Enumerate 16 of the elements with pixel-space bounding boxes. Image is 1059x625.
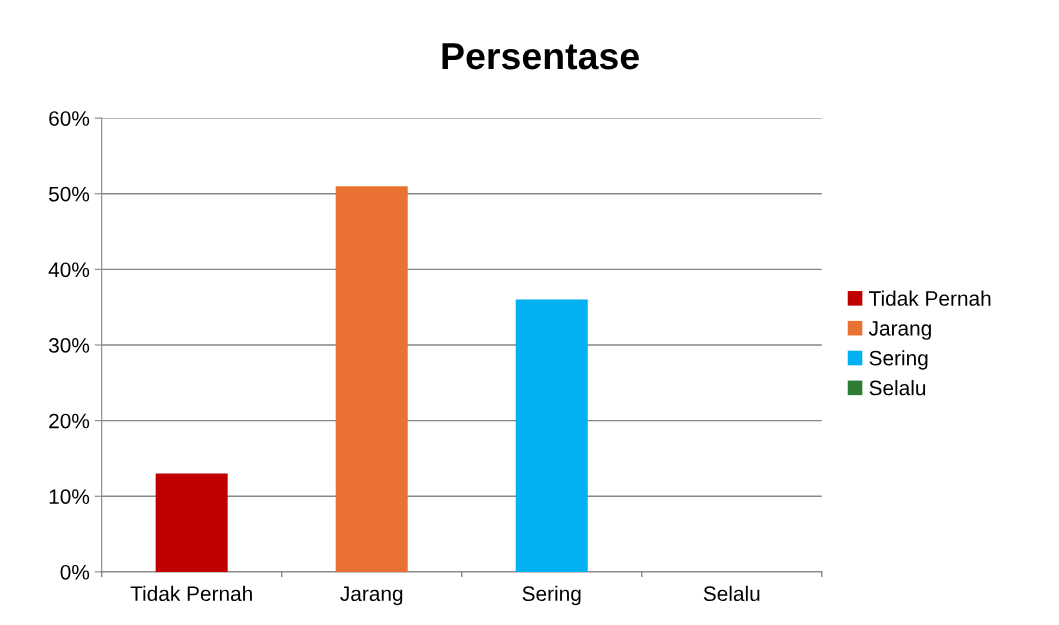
legend-label: Tidak Pernah [869, 290, 991, 306]
legend-label: Sering [869, 350, 928, 370]
y-tick-label: 10% [49, 489, 90, 504]
x-tick-label: Tidak Pernah [130, 585, 252, 602]
x-tick-label: Selalu [703, 585, 760, 602]
chart-title: Persentase [442, 43, 639, 70]
y-tick-label: 40% [48, 262, 90, 278]
legend-label: Jarang [868, 321, 931, 340]
x-tick-label: Jarang [340, 586, 403, 606]
y-tick-label: 30% [48, 338, 90, 353]
legend-label: Selalu [869, 380, 926, 396]
y-tick-label: 60% [49, 111, 90, 126]
y-tick-label: 20% [49, 413, 90, 429]
y-tick-label: 50% [49, 186, 90, 202]
y-tick-label: 0% [60, 564, 90, 580]
x-tick-label: Sering [522, 585, 581, 606]
